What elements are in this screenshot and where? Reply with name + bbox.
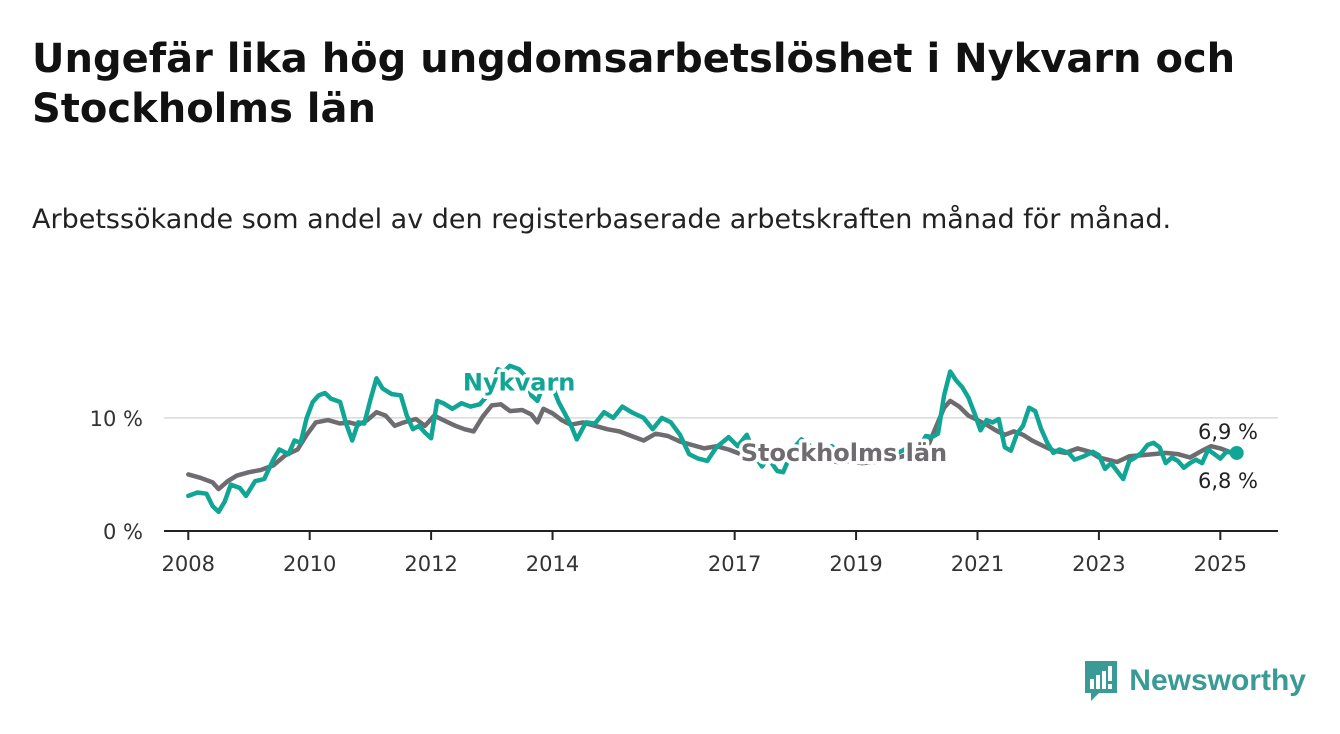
x-tick-label: 2008 bbox=[162, 552, 215, 576]
chart-subtitle: Arbetssökande som andel av den registerb… bbox=[32, 204, 1172, 235]
y-tick-label: 10 % bbox=[90, 407, 143, 431]
x-tick-label: 2010 bbox=[283, 552, 336, 576]
end-point-nykvarn bbox=[1229, 445, 1244, 460]
x-tick-label: 2019 bbox=[829, 552, 882, 576]
newsworthy-logo: Newsworthy bbox=[1083, 658, 1306, 704]
x-tick-label: 2014 bbox=[526, 552, 579, 576]
x-tick-label: 2021 bbox=[951, 552, 1004, 576]
x-tick-label: 2023 bbox=[1072, 552, 1125, 576]
series-label-stockholms-l-n: Stockholms län bbox=[741, 439, 947, 467]
series-labels: 6,9 % 6,8 % Nykvarn Stockholms län bbox=[459, 365, 1258, 493]
series-lines bbox=[186, 363, 1244, 515]
series-label-nykvarn: Nykvarn bbox=[463, 369, 575, 397]
x-tick-label: 2017 bbox=[708, 552, 761, 576]
bar-chart-bubble-icon bbox=[1085, 661, 1118, 701]
x-tick-label: 2012 bbox=[404, 552, 457, 576]
y-tick-label: 0 % bbox=[103, 520, 143, 544]
brand-name: Newsworthy bbox=[1129, 664, 1306, 697]
line-chart: 0 % 10 % 2008 2010 2012 2014 2017 2019 2021 2023 2… bbox=[90, 363, 1278, 576]
end-value-label-nykvarn: 6,9 % bbox=[1198, 420, 1258, 444]
chart-title: Ungefär lika hög ungdomsarbetslöshet i N… bbox=[32, 36, 1236, 132]
x-tick-label: 2025 bbox=[1194, 552, 1247, 576]
axes: 0 % 10 % 2008 2010 2012 2014 2017 2019 2021 2023 2… bbox=[90, 407, 1278, 576]
series-line-nykvarn bbox=[186, 363, 1239, 515]
end-value-label-stockholm: 6,8 % bbox=[1198, 469, 1258, 493]
